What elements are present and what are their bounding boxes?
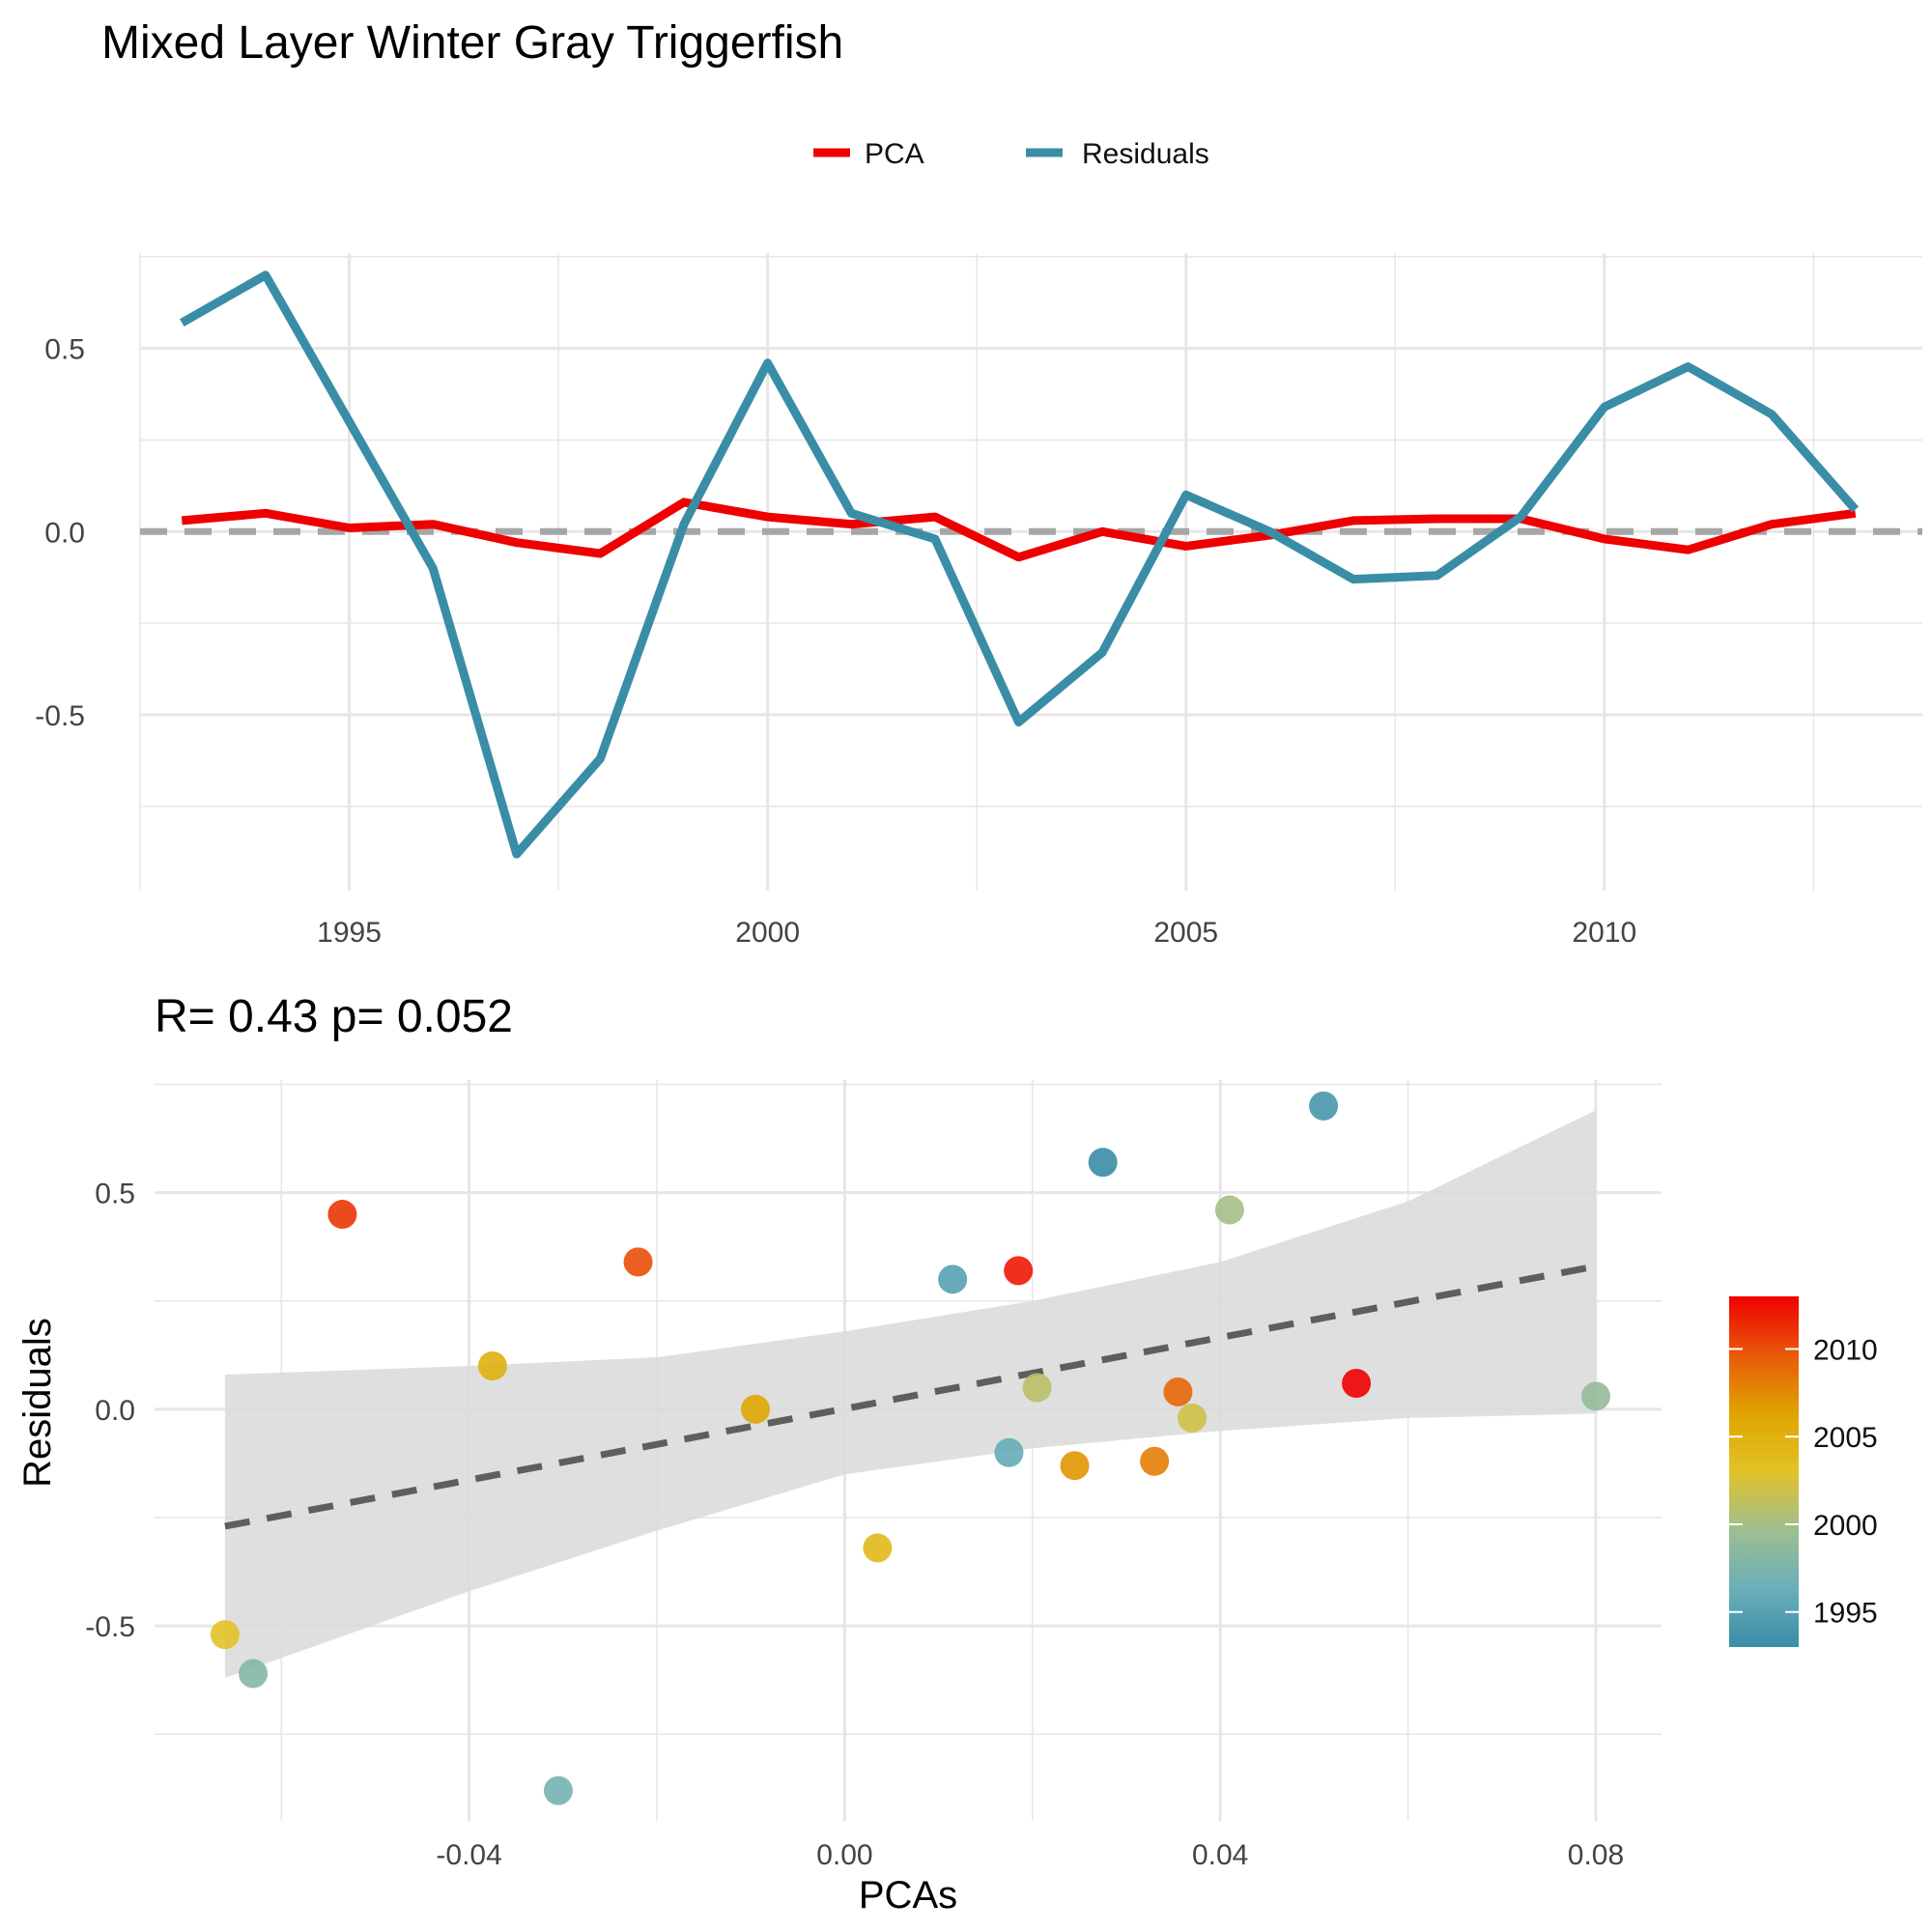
x-tick-label: 0.00: [816, 1839, 872, 1871]
bottom-scatter-chart: -0.04 0.00 0.04 0.08 -0.5 0.0 0.5: [85, 1080, 1662, 1871]
colorbar-gradient: [1729, 1296, 1799, 1647]
x-tick-label: 1995: [317, 917, 382, 949]
data-point: [741, 1394, 771, 1424]
data-point: [1309, 1091, 1339, 1121]
y-tick-label: 0.5: [44, 334, 85, 366]
x-tick-label: 2010: [1572, 917, 1636, 949]
series-line-pca: [181, 497, 1857, 562]
x-tick-label: 2005: [1153, 917, 1218, 949]
top-legend: PCA Residuals: [813, 138, 1209, 170]
x-tick-label: 2000: [735, 917, 800, 949]
figure-title: Mixed Layer Winter Gray Triggerfish: [101, 17, 843, 69]
x-tick-label: -0.04: [436, 1839, 501, 1871]
data-point: [1580, 1381, 1610, 1411]
data-point: [543, 1776, 573, 1805]
series-line-residuals: [180, 270, 1860, 859]
data-point: [327, 1200, 357, 1230]
colorbar-label: 2010: [1813, 1334, 1878, 1366]
data-point: [1214, 1195, 1244, 1225]
scatter-subtitle: R= 0.43 p= 0.052: [155, 991, 513, 1042]
y-tick-label: -0.5: [35, 700, 85, 732]
data-point: [1178, 1403, 1208, 1433]
top-line-chart: 1995 2000 2005 2010 -0.5 0.0 0.5: [35, 253, 1922, 949]
colorbar-label: 2005: [1813, 1422, 1878, 1454]
data-point: [239, 1659, 269, 1689]
colorbar-label: 1995: [1813, 1598, 1878, 1630]
data-point: [1342, 1368, 1372, 1398]
legend-label: PCA: [865, 138, 924, 170]
regression-line: [224, 1263, 1597, 1530]
y-tick-label: 0.0: [95, 1395, 135, 1427]
x-tick-label: 0.08: [1568, 1839, 1624, 1871]
data-point: [623, 1247, 653, 1277]
data-point: [1140, 1446, 1170, 1476]
data-point: [1088, 1148, 1118, 1178]
data-point: [477, 1351, 507, 1381]
y-axis-title: Residuals: [16, 1318, 59, 1488]
y-tick-label: -0.5: [85, 1611, 135, 1643]
x-axis-title: PCAs: [859, 1874, 957, 1917]
y-tick-label: 0.5: [95, 1179, 135, 1210]
legend-label: Residuals: [1082, 138, 1209, 170]
data-point: [938, 1264, 968, 1294]
x-tick-label: 0.04: [1192, 1839, 1248, 1871]
y-tick-label: 0.0: [44, 517, 85, 549]
data-point: [1060, 1451, 1090, 1481]
data-point: [1022, 1373, 1052, 1403]
data-point: [210, 1620, 240, 1650]
data-point: [994, 1437, 1024, 1467]
data-point: [1004, 1256, 1034, 1286]
data-point: [863, 1533, 893, 1563]
data-point: [1163, 1377, 1193, 1406]
year-colorbar: 1995 2000 2005 2010: [1729, 1296, 1878, 1647]
colorbar-label: 2000: [1813, 1510, 1878, 1542]
